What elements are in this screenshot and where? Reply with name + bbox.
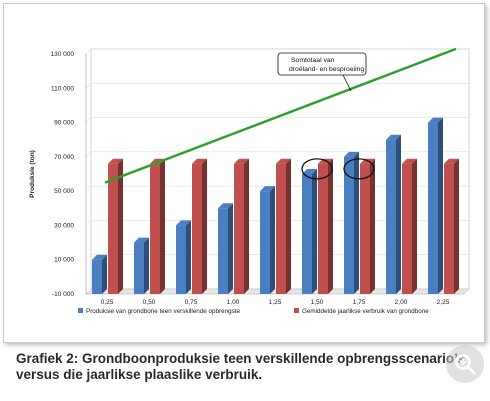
bar-side bbox=[412, 158, 417, 294]
y-tick-label: 110 000 bbox=[51, 85, 74, 92]
chart-canvas: -10 000 10 000 30 000 50 000 70 000 90 000 110… bbox=[29, 47, 470, 315]
bar-side bbox=[396, 134, 401, 294]
bar-consumption bbox=[234, 163, 244, 294]
bar-top bbox=[192, 158, 207, 164]
bar-top bbox=[92, 254, 107, 260]
bar-side bbox=[328, 158, 333, 294]
bar-side bbox=[270, 186, 275, 294]
bar-top bbox=[402, 158, 417, 164]
y-tick-label: 10 000 bbox=[54, 257, 74, 264]
bar-production bbox=[92, 259, 102, 294]
legend-label-production: Produksie van grondbone teen verskillend… bbox=[86, 308, 241, 315]
bar-top bbox=[108, 158, 123, 164]
bar-side bbox=[454, 158, 459, 294]
gridline-depth bbox=[85, 48, 92, 55]
bar-side bbox=[102, 254, 107, 294]
bar-consumption bbox=[360, 163, 370, 294]
bar-consumption bbox=[108, 163, 118, 294]
bar-production bbox=[344, 156, 354, 294]
annotation-line-1: Somtotaal van bbox=[291, 57, 335, 64]
gridline-depth bbox=[85, 288, 92, 295]
bar-side bbox=[354, 151, 359, 294]
x-tick-label: 2,00 bbox=[395, 299, 408, 306]
bar-consumption bbox=[192, 163, 202, 294]
zoom-button[interactable] bbox=[446, 345, 484, 383]
gridline-depth bbox=[85, 185, 92, 192]
bar-consumption bbox=[150, 163, 160, 294]
bar-side bbox=[144, 237, 149, 294]
annotation-pointer bbox=[342, 74, 352, 92]
bar-production bbox=[428, 122, 438, 294]
y-tick-label: 50 000 bbox=[54, 188, 74, 195]
bar-consumption bbox=[318, 163, 328, 294]
x-tick-label: 2,25 bbox=[437, 299, 450, 306]
figure-caption: Grafiek 2: Grondboonproduksie teen versk… bbox=[16, 351, 465, 382]
y-tick-label: -10 000 bbox=[52, 291, 74, 298]
bar-side bbox=[118, 158, 123, 294]
trend-line bbox=[104, 47, 457, 184]
gridline-depth bbox=[85, 83, 92, 89]
x-tick-label: 0,25 bbox=[101, 299, 114, 306]
bar-side bbox=[312, 169, 317, 294]
bar-top bbox=[134, 237, 149, 243]
gridline-depth bbox=[85, 151, 92, 158]
legend-swatch-consumption bbox=[294, 308, 299, 313]
x-tick-label: 1,25 bbox=[269, 299, 282, 306]
bar-top bbox=[276, 158, 291, 164]
y-tick-label: 130 000 bbox=[51, 51, 75, 58]
bar-production bbox=[260, 191, 270, 294]
bar-side bbox=[202, 158, 207, 294]
legend-swatch-production bbox=[78, 308, 83, 313]
y-axis-label: Produksie (ton) bbox=[29, 150, 36, 198]
highlight-ellipse bbox=[301, 158, 333, 180]
bar-top bbox=[444, 158, 459, 164]
bar-top bbox=[260, 186, 275, 192]
chart-figure: -10 000 10 000 30 000 50 000 70 000 90 000 110… bbox=[3, 3, 485, 343]
gridline-depth bbox=[85, 254, 92, 260]
gridline-depth bbox=[85, 117, 92, 123]
annotation-line-2: droëland- en besproeiing bbox=[289, 66, 364, 73]
magnifier-plus-icon bbox=[455, 354, 476, 375]
annotation-box bbox=[277, 52, 367, 76]
bar-consumption bbox=[402, 163, 412, 294]
bar-side bbox=[370, 158, 375, 294]
bar-top bbox=[176, 220, 191, 226]
bar-top bbox=[234, 158, 249, 164]
bar-top bbox=[344, 151, 359, 157]
x-tick-label: 1,75 bbox=[353, 299, 366, 306]
highlight-ellipse bbox=[343, 158, 375, 180]
bar-side bbox=[228, 203, 233, 294]
bar-consumption bbox=[276, 163, 286, 294]
bar-side bbox=[244, 158, 249, 294]
bar-top bbox=[218, 203, 233, 209]
x-tick-label: 0,50 bbox=[143, 299, 156, 306]
bar-side bbox=[186, 220, 191, 294]
x-tick-label: 1,50 bbox=[311, 299, 324, 306]
y-tick-label: 90 000 bbox=[54, 120, 74, 127]
y-tick-label: 70 000 bbox=[54, 154, 74, 161]
bar-top bbox=[302, 169, 317, 174]
bar-production bbox=[302, 174, 312, 294]
x-tick-label: 0,75 bbox=[185, 299, 198, 306]
bar-side bbox=[160, 158, 165, 294]
bar-production bbox=[386, 139, 396, 294]
legend-label-consumption: Gemiddelde jaarlikse verbruik van grondb… bbox=[302, 308, 429, 315]
bar-production bbox=[134, 242, 144, 294]
bar-top bbox=[386, 134, 401, 140]
bar-production bbox=[176, 225, 186, 294]
bar-side bbox=[286, 158, 291, 294]
bar-consumption bbox=[444, 163, 454, 294]
bar-top bbox=[428, 117, 443, 123]
gridline-depth bbox=[85, 220, 92, 226]
y-tick-label: 30 000 bbox=[54, 222, 74, 229]
bar-side bbox=[438, 117, 443, 294]
bar-production bbox=[218, 208, 228, 294]
x-tick-label: 1,00 bbox=[227, 299, 240, 306]
